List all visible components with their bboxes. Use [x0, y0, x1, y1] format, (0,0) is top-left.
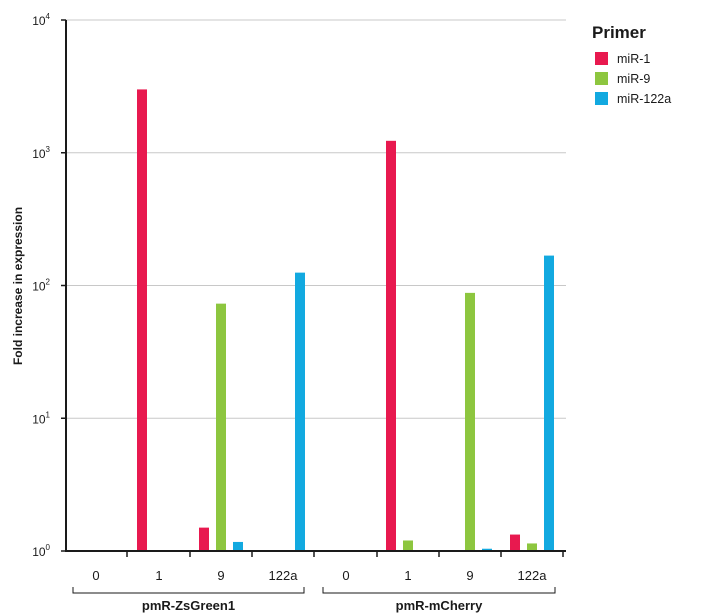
legend-label-mir-122a: miR-122a — [617, 92, 671, 106]
bar-mir-1-pmr-zsgreen1-1 — [137, 89, 147, 551]
bar-mir-1-pmr-zsgreen1-9 — [199, 527, 209, 551]
y-tick-label: 104 — [32, 12, 50, 28]
group-labels: pmR-ZsGreen1 pmR-mCherry — [72, 587, 556, 613]
y-tick-label: 101 — [32, 410, 50, 426]
y-tick-labels: 100 101 102 103 104 — [32, 12, 50, 559]
bar-mir-1-pmr-mcherry-1 — [386, 140, 396, 551]
gridlines — [66, 19, 566, 419]
x-tick-label: 9 — [217, 568, 224, 583]
x-tick-label: 122a — [269, 568, 299, 583]
y-axis-label: Fold increase in expression — [11, 207, 25, 365]
x-tick-label: 122a — [518, 568, 548, 583]
x-tick-labels: 0 1 9 122a 0 1 9 122a — [92, 568, 547, 583]
bar-mir-9-pmr-mcherry-9 — [465, 292, 475, 551]
bar-mir-122a-pmr-mcherry-122a — [544, 255, 554, 551]
legend-swatch-mir-1 — [595, 52, 608, 65]
bar-mir-122a-pmr-zsgreen1-9 — [233, 541, 243, 551]
bar-mir-9-pmr-mcherry-1 — [403, 540, 413, 551]
group-label: pmR-mCherry — [396, 598, 483, 613]
x-tick-label: 1 — [155, 568, 162, 583]
legend-label-mir-1: miR-1 — [617, 52, 650, 66]
bar-mir-9-pmr-zsgreen1-9 — [216, 303, 226, 551]
legend-swatch-mir-9 — [595, 72, 608, 85]
bars — [137, 89, 554, 551]
group-bracket — [322, 587, 556, 594]
x-tick-label: 0 — [342, 568, 349, 583]
x-tick-label: 1 — [404, 568, 411, 583]
legend-swatch-mir-122a — [595, 92, 608, 105]
x-tick-label: 9 — [466, 568, 473, 583]
x-tick-label: 0 — [92, 568, 99, 583]
legend-label-mir-9: miR-9 — [617, 72, 650, 86]
bar-mir-122a-pmr-mcherry-9 — [482, 548, 492, 551]
y-tick-label: 100 — [32, 543, 50, 559]
group-label: pmR-ZsGreen1 — [142, 598, 235, 613]
legend-title: Primer — [592, 23, 646, 42]
bar-mir-9-pmr-mcherry-122a — [527, 543, 537, 551]
bar-mir-122a-pmr-zsgreen1-122a — [295, 272, 305, 551]
y-tick-label: 103 — [32, 145, 50, 161]
group-bracket — [72, 587, 305, 594]
legend: Primer miR-1 miR-9 miR-122a — [592, 23, 671, 106]
axes — [61, 19, 566, 557]
y-tick-label: 102 — [32, 278, 50, 294]
bar-mir-1-pmr-mcherry-122a — [510, 534, 520, 551]
